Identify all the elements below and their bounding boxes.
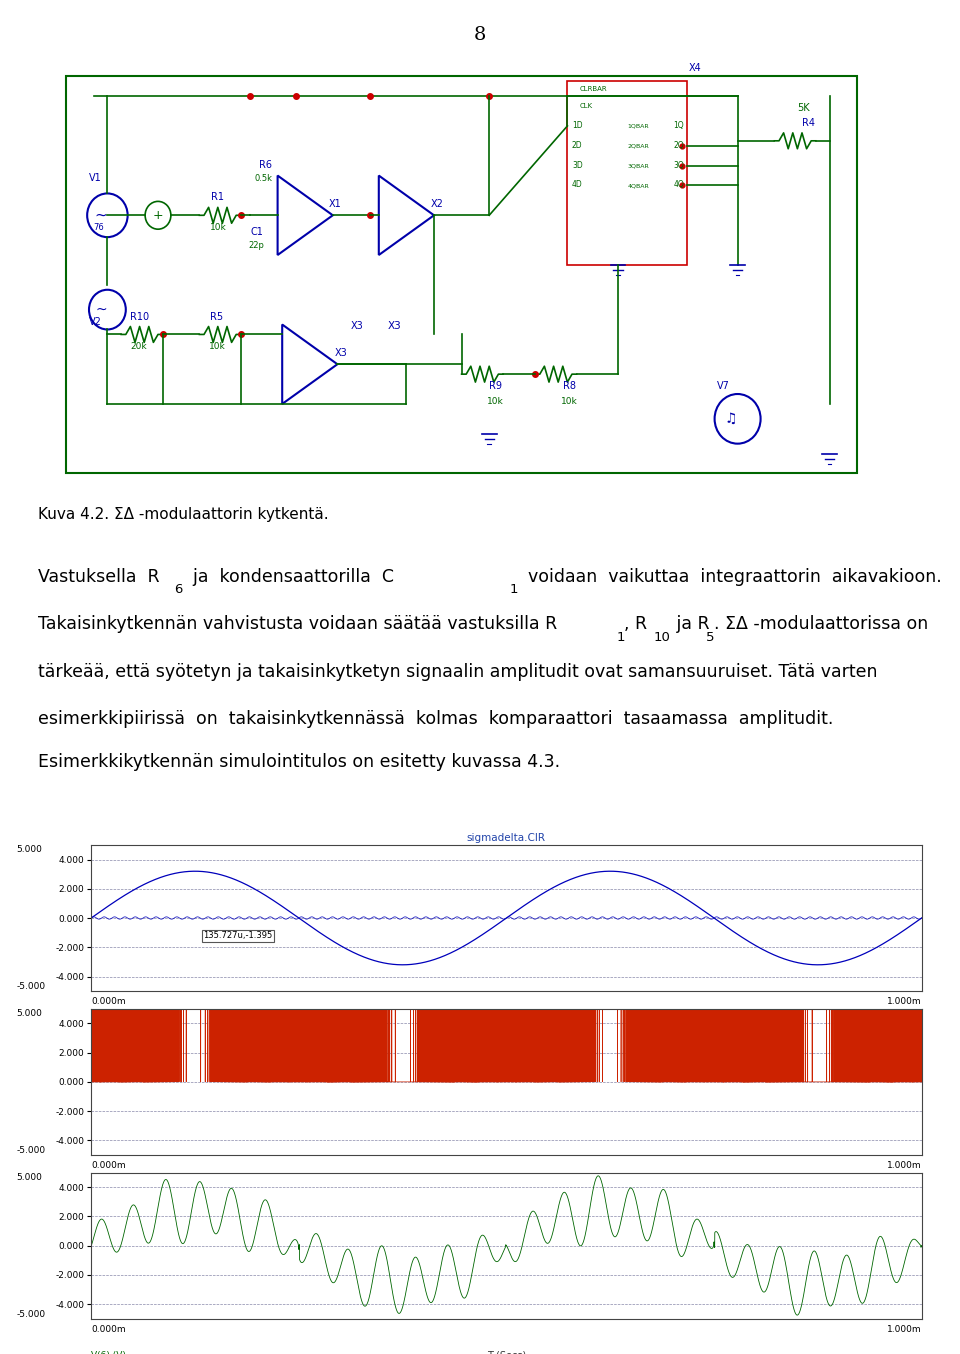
Text: R6: R6 [259, 160, 273, 169]
Text: esimerkkipiirissä  on  takaisinkytkennässä  kolmas  komparaattori  tasaamassa  a: esimerkkipiirissä on takaisinkytkennässä… [38, 709, 834, 728]
Text: 1: 1 [509, 584, 517, 596]
Text: 1Q: 1Q [673, 121, 684, 130]
Text: 2QBAR: 2QBAR [627, 144, 649, 149]
Text: CLK: CLK [580, 103, 592, 110]
Text: X4: X4 [689, 64, 702, 73]
Text: 10k: 10k [208, 343, 226, 351]
Text: . ΣΔ -modulaattorissa on: . ΣΔ -modulaattorissa on [714, 615, 928, 634]
Text: 20k: 20k [131, 343, 147, 351]
Text: X2: X2 [430, 199, 444, 210]
Text: 10k: 10k [561, 397, 578, 406]
Text: X1: X1 [329, 199, 342, 210]
Text: 1D: 1D [572, 121, 583, 130]
Text: 5.000: 5.000 [16, 1173, 42, 1182]
Text: V(4) (V): V(4) (V) [207, 1024, 242, 1032]
Text: 0.000m: 0.000m [91, 1160, 126, 1170]
Text: 5.000: 5.000 [16, 845, 42, 854]
Text: R5: R5 [210, 311, 224, 321]
Text: 1.000m: 1.000m [887, 1160, 922, 1170]
Text: ja R: ja R [671, 615, 709, 634]
Text: 1.000m: 1.000m [887, 1324, 922, 1334]
Text: 4D: 4D [572, 180, 583, 190]
Text: X3: X3 [335, 348, 348, 359]
Text: 1QBAR: 1QBAR [627, 125, 649, 129]
Text: 0.5k: 0.5k [254, 173, 273, 183]
Text: 2D: 2D [572, 141, 583, 150]
Text: T (Secs): T (Secs) [487, 1024, 526, 1033]
Text: V2: V2 [89, 317, 102, 326]
Text: R1: R1 [211, 192, 225, 202]
Text: 5: 5 [707, 631, 714, 643]
Text: 5K: 5K [798, 103, 810, 112]
Text: 8: 8 [474, 26, 486, 45]
Text: R9: R9 [490, 380, 502, 391]
Text: 135.727u,-1.395: 135.727u,-1.395 [204, 932, 273, 941]
Text: ♫: ♫ [725, 412, 737, 427]
Text: 1: 1 [616, 631, 625, 643]
Text: R10: R10 [131, 311, 150, 321]
Text: -5.000: -5.000 [16, 1145, 45, 1155]
Text: 4Q: 4Q [673, 180, 684, 190]
Text: tärkeää, että syötetyn ja takaisinkytketyn signaalin amplitudit ovat samansuurui: tärkeää, että syötetyn ja takaisinkytket… [38, 662, 877, 681]
Text: , R: , R [624, 615, 647, 634]
Text: 2Q: 2Q [673, 141, 684, 150]
Text: Takaisinkytkennän vahvistusta voidaan säätää vastuksilla R: Takaisinkytkennän vahvistusta voidaan sä… [38, 615, 558, 634]
Text: X3: X3 [388, 321, 401, 332]
Text: 3D: 3D [572, 161, 583, 169]
Text: R8: R8 [563, 380, 576, 391]
Text: 6: 6 [174, 584, 182, 596]
Text: 10k: 10k [488, 397, 504, 406]
Text: -5.000: -5.000 [16, 1309, 45, 1319]
Text: 76: 76 [93, 223, 105, 232]
Bar [66, 76, 857, 474]
Text: 3QBAR: 3QBAR [627, 164, 649, 169]
Text: 0.000m: 0.000m [91, 997, 126, 1006]
Text: V(6) (V): V(6) (V) [91, 1351, 126, 1354]
Text: ~: ~ [95, 207, 108, 223]
Text: ~: ~ [95, 302, 107, 317]
Text: V1: V1 [89, 172, 102, 183]
Text: ja  kondensaattorilla  C: ja kondensaattorilla C [182, 567, 395, 586]
Text: 10: 10 [653, 631, 670, 643]
Title: sigmadelta.CIR: sigmadelta.CIR [467, 833, 546, 842]
Text: -5.000: -5.000 [16, 982, 45, 991]
Text: voidaan  vaikuttaa  integraattorin  aikavakioon.: voidaan vaikuttaa integraattorin aikavak… [517, 567, 942, 586]
Text: Vastuksella  R: Vastuksella R [38, 567, 160, 586]
Text: R4: R4 [802, 118, 815, 127]
Text: 5.000: 5.000 [16, 1009, 42, 1018]
Text: X3: X3 [351, 321, 364, 332]
Text: V(5) (V): V(5) (V) [91, 1024, 126, 1032]
Text: 4QBAR: 4QBAR [627, 184, 649, 188]
Text: V7: V7 [717, 380, 731, 391]
Text: 10k: 10k [210, 223, 228, 232]
Text: CLRBAR: CLRBAR [580, 87, 607, 92]
Text: T (Secs): T (Secs) [487, 1187, 526, 1197]
Text: +: + [153, 209, 163, 222]
Text: 3Q: 3Q [673, 161, 684, 169]
Bar [567, 81, 687, 265]
Text: C1: C1 [250, 227, 263, 237]
Text: 22p: 22p [248, 241, 264, 250]
Text: Esimerkkikytkennän simulointitulos on esitetty kuvassa 4.3.: Esimerkkikytkennän simulointitulos on es… [38, 753, 561, 770]
Text: 0.000m: 0.000m [91, 1324, 126, 1334]
Text: V(8) (V): V(8) (V) [91, 1187, 126, 1196]
Text: 1.000m: 1.000m [887, 997, 922, 1006]
Text: T (Secs): T (Secs) [487, 1351, 526, 1354]
Text: Kuva 4.2. ΣΔ -modulaattorin kytkentä.: Kuva 4.2. ΣΔ -modulaattorin kytkentä. [38, 506, 329, 523]
